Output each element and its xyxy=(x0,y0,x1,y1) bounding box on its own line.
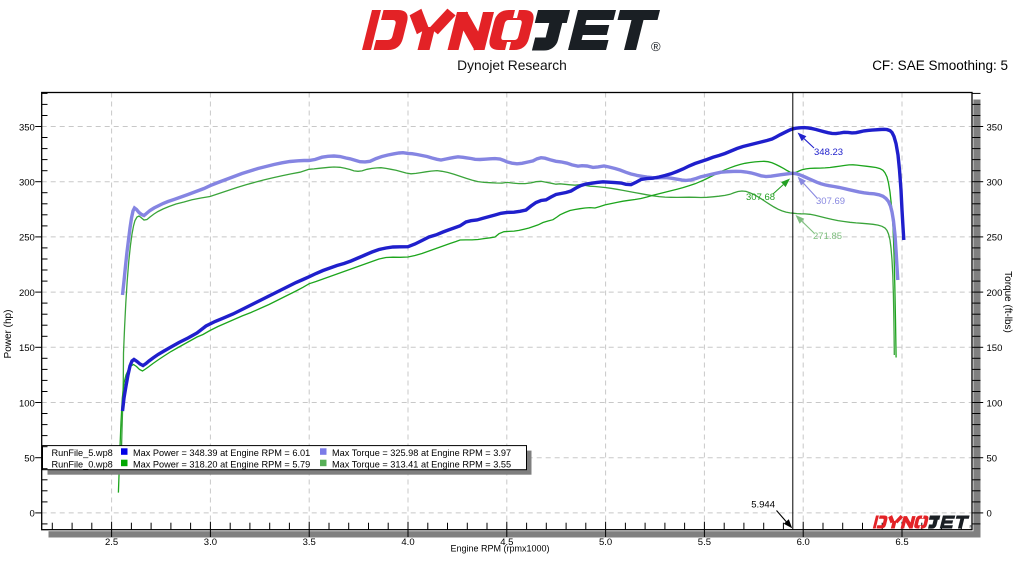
svg-text:Max Torque = 313.41 at Engine: Max Torque = 313.41 at Engine RPM = 3.55 xyxy=(332,460,511,470)
svg-text:250: 250 xyxy=(987,233,1003,244)
svg-text:Max Power = 318.20 at Engine R: Max Power = 318.20 at Engine RPM = 5.79 xyxy=(133,460,310,470)
svg-text:0: 0 xyxy=(987,509,992,520)
svg-text:200: 200 xyxy=(987,288,1003,299)
svg-text:RunFile_0.wp8: RunFile_0.wp8 xyxy=(52,460,113,470)
svg-text:271.85: 271.85 xyxy=(813,231,842,242)
svg-text:150: 150 xyxy=(19,343,35,354)
svg-text:Dynojet Research: Dynojet Research xyxy=(457,58,567,73)
svg-text:Max Power = 348.39 at Engine R: Max Power = 348.39 at Engine RPM = 6.01 xyxy=(133,448,310,458)
svg-text:4.5: 4.5 xyxy=(500,537,513,548)
svg-text:200: 200 xyxy=(19,288,35,299)
svg-text:Max Torque = 325.98 at Engine: Max Torque = 325.98 at Engine RPM = 3.97 xyxy=(332,448,511,458)
svg-text:350: 350 xyxy=(19,122,35,133)
svg-text:Torque (ft-lbs): Torque (ft-lbs) xyxy=(1002,271,1013,333)
svg-text:250: 250 xyxy=(19,233,35,244)
svg-text:307.69: 307.69 xyxy=(816,196,845,207)
svg-text:150: 150 xyxy=(987,343,1003,354)
svg-text:CF: SAE Smoothing: 5: CF: SAE Smoothing: 5 xyxy=(872,58,1008,73)
svg-text:100: 100 xyxy=(987,398,1003,409)
svg-text:307.68: 307.68 xyxy=(746,192,775,203)
svg-text:4.0: 4.0 xyxy=(401,537,414,548)
svg-text:5.944: 5.944 xyxy=(751,500,775,511)
svg-text:5.5: 5.5 xyxy=(698,537,711,548)
svg-text:Engine RPM (rpmx1000): Engine RPM (rpmx1000) xyxy=(450,544,549,554)
svg-text:Power (hp): Power (hp) xyxy=(3,310,14,359)
svg-text:100: 100 xyxy=(19,398,35,409)
svg-text:300: 300 xyxy=(987,178,1003,189)
svg-text:®: ® xyxy=(651,39,661,54)
svg-text:3.0: 3.0 xyxy=(204,537,217,548)
svg-text:348.23: 348.23 xyxy=(814,147,843,158)
svg-text:5.0: 5.0 xyxy=(599,537,612,548)
svg-text:350: 350 xyxy=(987,122,1003,133)
svg-text:300: 300 xyxy=(19,178,35,189)
svg-text:®: ® xyxy=(969,524,973,530)
svg-text:3.5: 3.5 xyxy=(303,537,316,548)
svg-text:50: 50 xyxy=(987,454,998,465)
svg-text:2.5: 2.5 xyxy=(105,537,118,548)
svg-text:50: 50 xyxy=(24,454,35,465)
svg-text:0: 0 xyxy=(30,509,35,520)
svg-text:RunFile_5.wp8: RunFile_5.wp8 xyxy=(52,448,113,458)
svg-text:6.0: 6.0 xyxy=(797,537,810,548)
svg-text:6.5: 6.5 xyxy=(895,537,908,548)
